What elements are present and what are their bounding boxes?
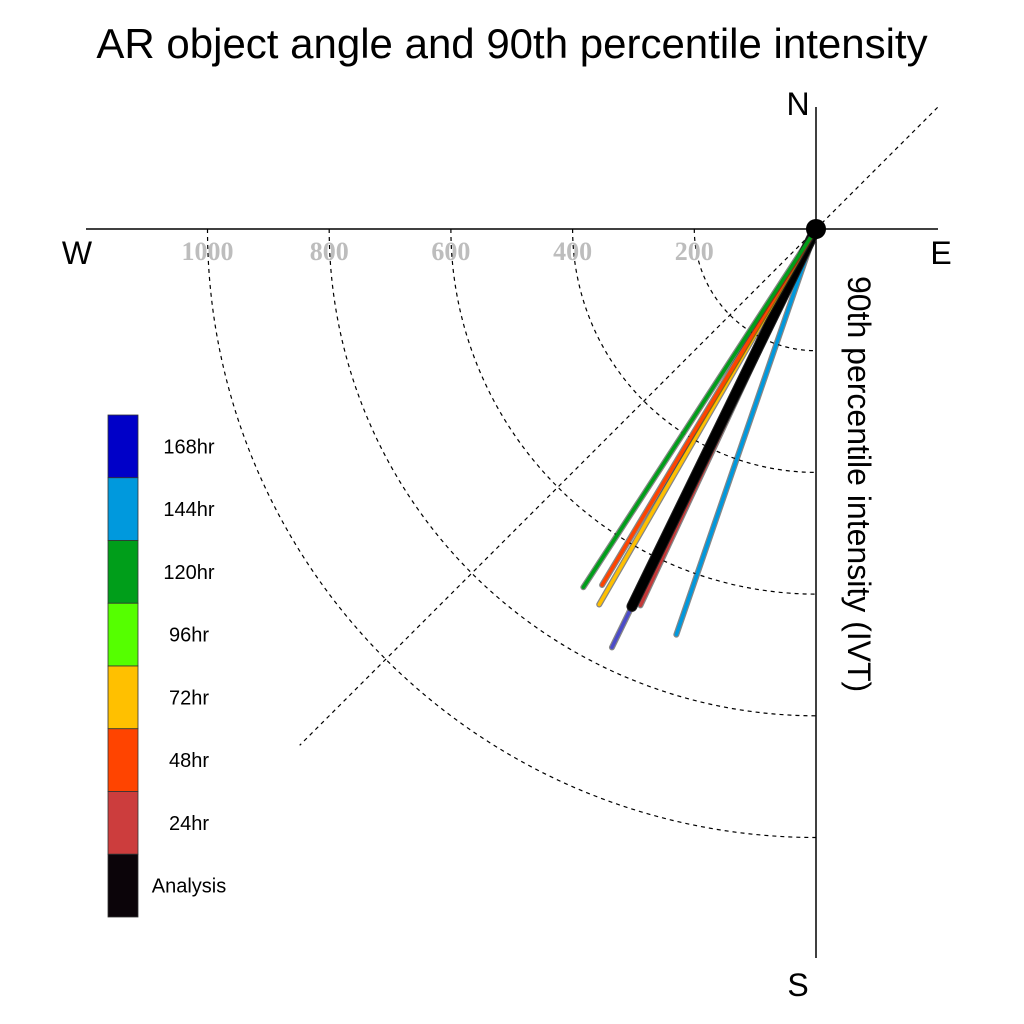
legend-swatch-96hr — [107, 602, 139, 667]
grid-arc-1000 — [206, 228, 817, 839]
radial-tick-labels: 200 400 600 800 1000 — [182, 237, 714, 266]
legend-swatch-24hr — [107, 791, 139, 855]
legend-swatch-168hr — [107, 414, 139, 479]
tick-label-400: 400 — [553, 237, 592, 266]
legend-swatch-120hr — [107, 540, 139, 604]
legend-label-48hr: 48hr — [169, 750, 209, 772]
legend-label-72hr: 72hr — [169, 687, 209, 709]
grid-diagonal-ne — [815, 106, 939, 230]
legend-label-24hr: 24hr — [169, 813, 209, 835]
grid-arc-800 — [328, 228, 817, 717]
series-lines — [580, 223, 822, 651]
legend-swatch-48hr — [107, 728, 139, 792]
tick-label-1000: 1000 — [182, 237, 234, 266]
tick-label-600: 600 — [431, 237, 470, 266]
legend-label-168hr: 168hr — [163, 436, 214, 458]
compass-north: N — [786, 86, 809, 122]
legend-swatch-analysis — [107, 853, 139, 918]
series-line-analysis — [627, 224, 821, 611]
legend: 168hr 144hr 120hr 96hr 72hr 48hr 24hr Analysis — [107, 414, 226, 918]
legend-label-120hr: 120hr — [163, 562, 214, 584]
y-axis-label: 90th percentile intensity (IVT) — [841, 276, 877, 692]
legend-label-144hr: 144hr — [163, 499, 214, 521]
legend-swatch-72hr — [107, 665, 139, 730]
chart-title: AR object angle and 90th percentile inte… — [96, 20, 927, 67]
tick-label-800: 800 — [310, 237, 349, 266]
legend-swatch-144hr — [107, 477, 139, 541]
compass-east: E — [930, 235, 951, 271]
origin-marker — [806, 219, 826, 239]
series-line-120hr — [581, 227, 818, 590]
compass-south: S — [787, 967, 808, 1003]
legend-label-96hr: 96hr — [169, 625, 209, 647]
compass-west: W — [62, 235, 93, 271]
grid-arc-200 — [693, 228, 817, 352]
legend-label-analysis: Analysis — [152, 876, 226, 898]
polar-grid — [206, 106, 939, 839]
grid-diagonal-sw — [299, 228, 817, 746]
tick-label-200: 200 — [675, 237, 714, 266]
series-line-144hr — [674, 227, 818, 637]
